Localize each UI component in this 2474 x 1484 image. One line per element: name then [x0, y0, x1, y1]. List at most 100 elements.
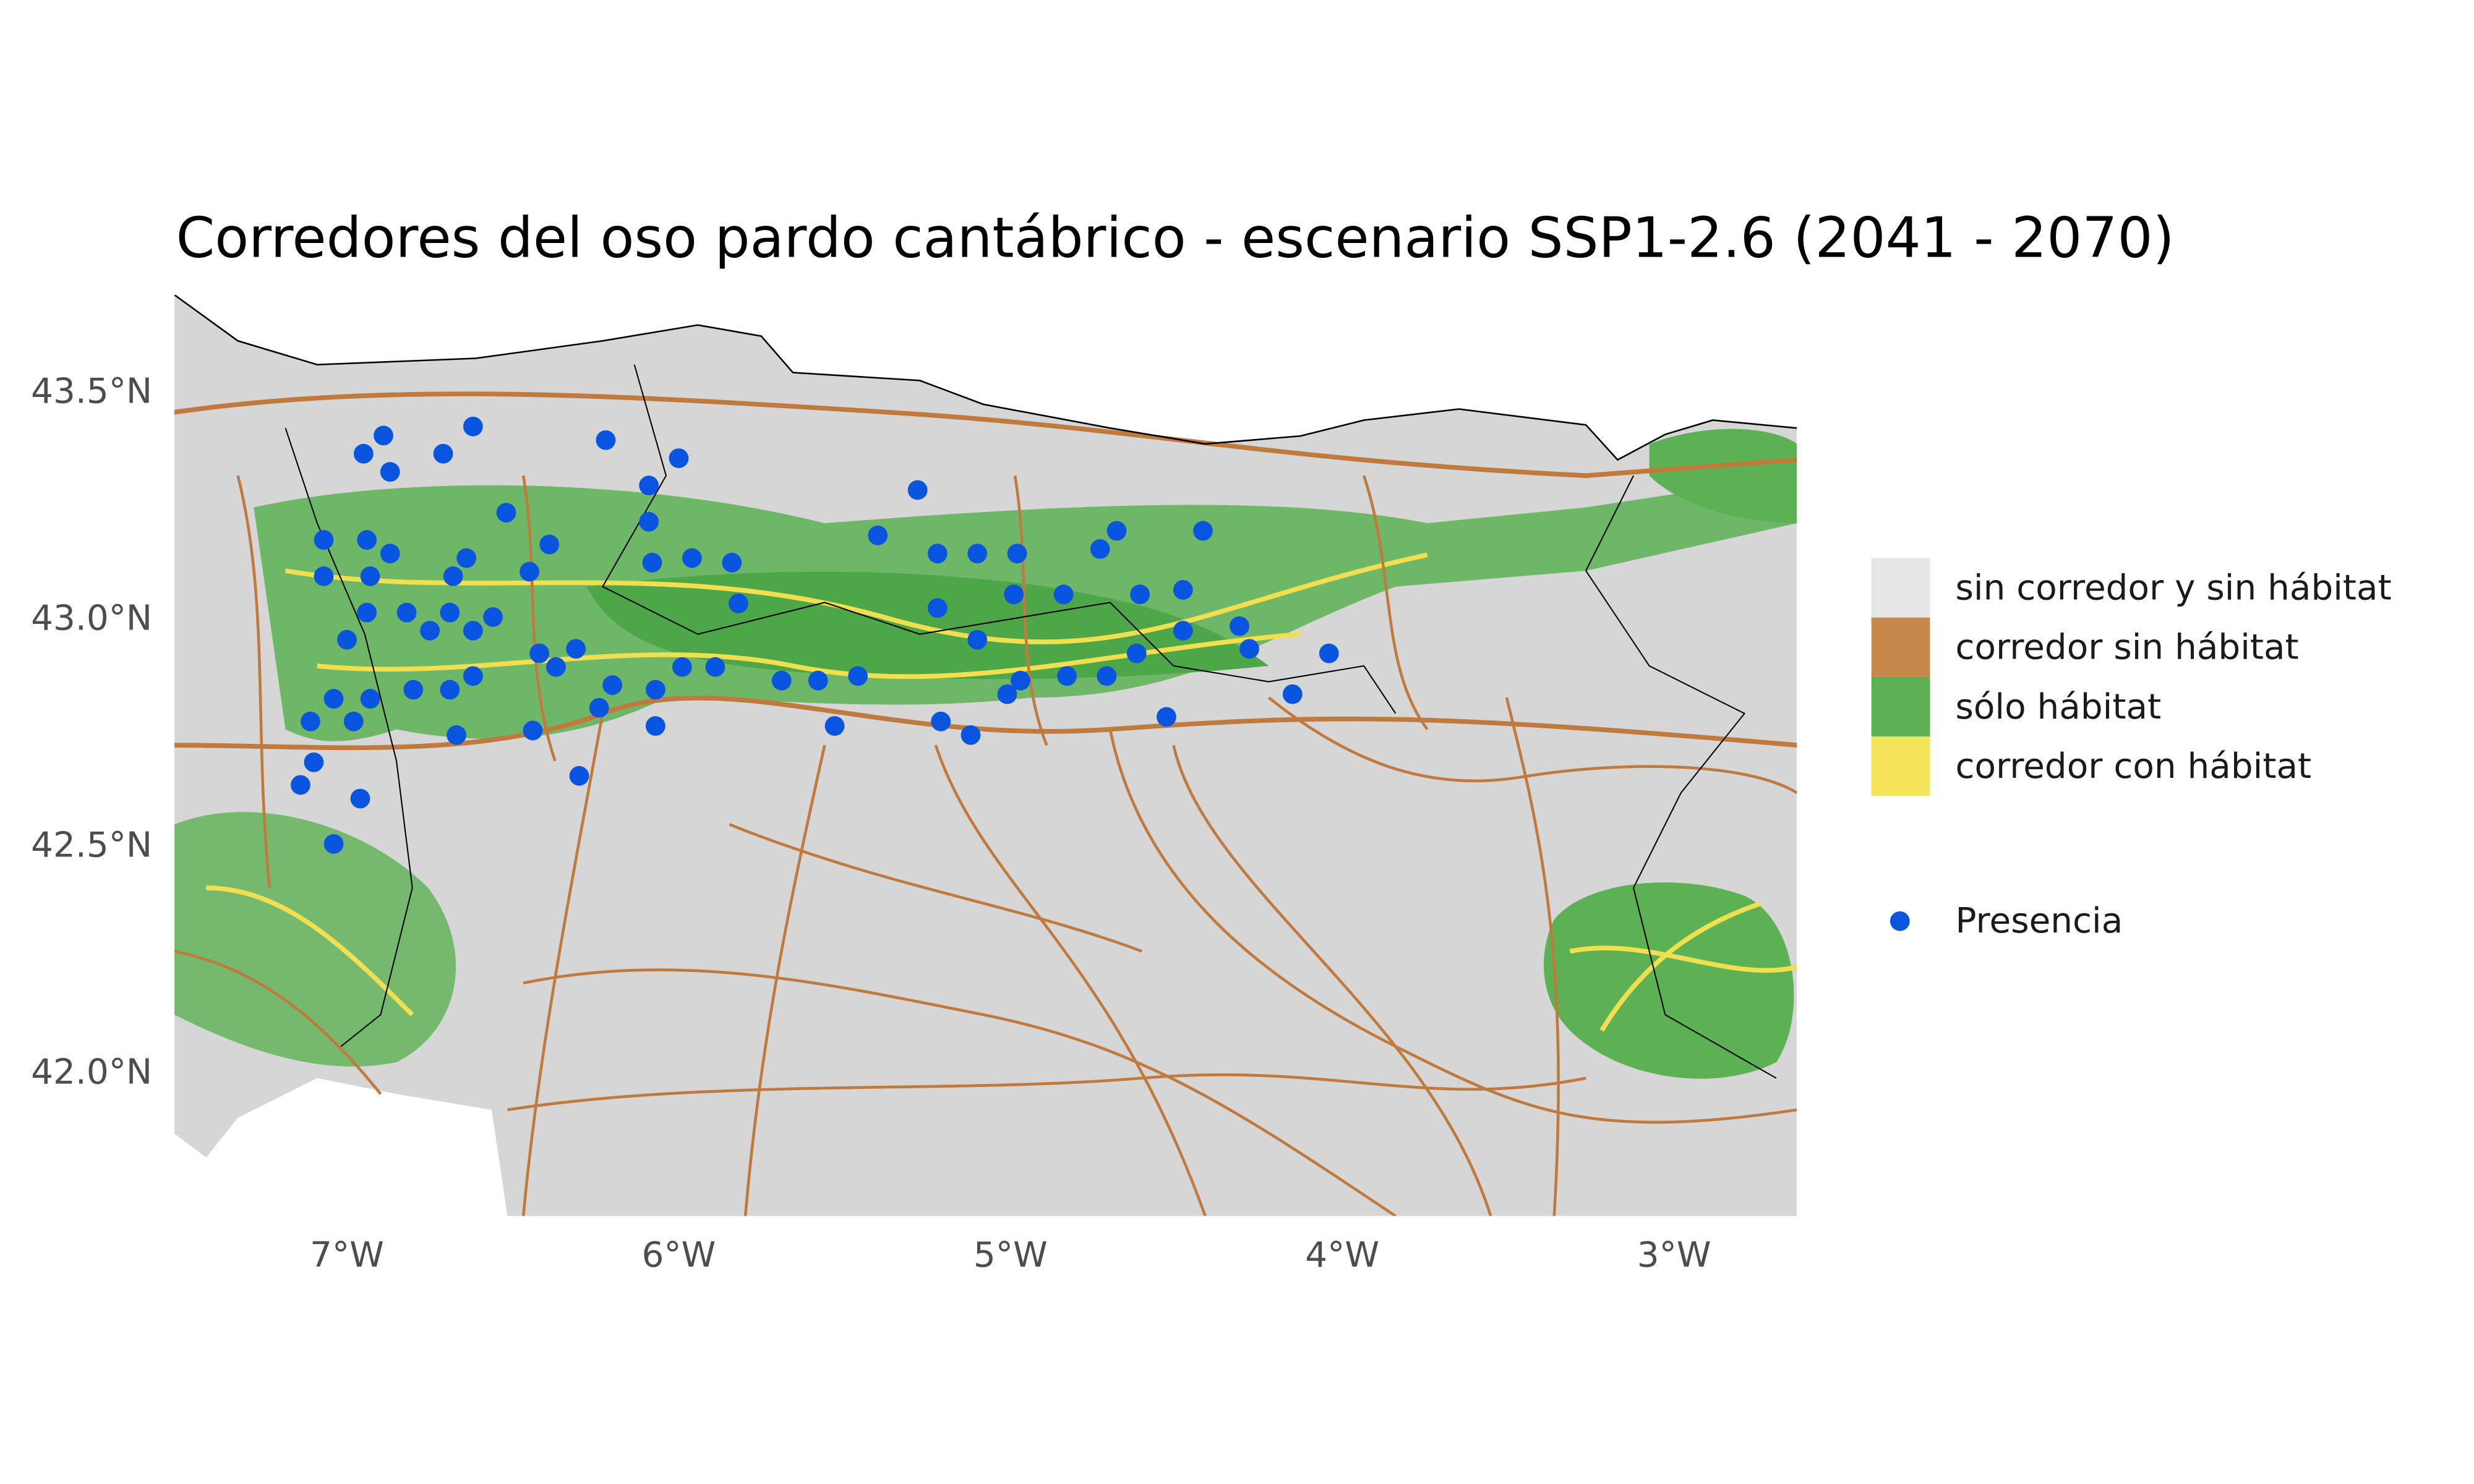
presence-point [1319, 643, 1339, 663]
presence-point [440, 602, 460, 623]
presence-point [539, 534, 560, 555]
y-tick-label: 42.0°N [31, 1052, 152, 1092]
presence-point [961, 725, 981, 745]
legend-swatch [1871, 676, 1930, 737]
presence-point [463, 416, 483, 437]
presence-point [669, 448, 689, 469]
presence-point [1097, 666, 1117, 686]
presence-point [927, 544, 948, 564]
presence-point [483, 607, 503, 627]
legend-label: sólo hábitat [1956, 687, 2162, 727]
presence-point [569, 765, 589, 786]
legend-label: Presencia [1956, 901, 2123, 941]
presence-point [1282, 684, 1303, 704]
points [290, 416, 1339, 854]
presence-point [1157, 707, 1176, 727]
presence-point [456, 548, 476, 568]
presence-point [1007, 544, 1027, 564]
presence-point [672, 657, 692, 677]
presence-point [374, 425, 393, 446]
presence-point [1193, 521, 1213, 541]
legend: sin corredor y sin hábitat corredor sin h… [1871, 558, 2392, 941]
raster-background [174, 294, 1797, 1216]
presence-point [824, 716, 845, 736]
legend-swatch [1871, 617, 1930, 677]
presence-point [645, 716, 666, 736]
presence-point [433, 443, 453, 464]
presence-point [705, 657, 726, 677]
presence-point [350, 788, 370, 809]
presence-point [722, 553, 742, 573]
y-tick-label: 42.5°N [31, 825, 152, 865]
presence-point [463, 621, 483, 641]
presence-point [808, 670, 828, 691]
x-tick-label: 6°W [641, 1235, 716, 1276]
presence-point [642, 553, 662, 573]
presence-point [771, 670, 792, 691]
presence-point [907, 480, 928, 500]
presence-point [323, 689, 344, 709]
x-tick-label: 7°W [310, 1235, 384, 1276]
presence-point [443, 566, 463, 586]
presence-point [357, 530, 377, 550]
presence-point [314, 566, 334, 586]
presence-point [1057, 666, 1077, 686]
presence-point [1090, 539, 1110, 559]
presence-point [496, 503, 516, 523]
presence-point [645, 680, 666, 700]
presence-point [301, 711, 320, 731]
presence-point [1106, 521, 1127, 541]
legend-swatch [1871, 558, 1930, 618]
presence-point [337, 629, 357, 650]
presence-point [602, 675, 623, 695]
presence-point [290, 775, 310, 795]
chart-title: Corredores del oso pardo cantábrico - es… [176, 206, 2175, 270]
y-tick-label: 43.5°N [31, 372, 152, 412]
presence-point [1053, 584, 1074, 605]
presence-point [403, 680, 424, 700]
presence-point [639, 475, 659, 496]
presence-point [360, 566, 380, 586]
x-tick-label: 3°W [1637, 1235, 1711, 1276]
plot: Corredores del oso pardo cantábrico - es… [31, 206, 2392, 1275]
presence-point [927, 598, 948, 618]
presence-point [596, 430, 616, 450]
presence-point [1239, 639, 1259, 659]
presence-point [463, 666, 483, 686]
x-tick-label: 4°W [1305, 1235, 1379, 1276]
presence-point [304, 752, 324, 772]
presence-point [360, 689, 380, 709]
presence-point [353, 443, 374, 464]
presence-point [1011, 670, 1030, 691]
presence-point [420, 621, 440, 641]
legend-marker [1890, 911, 1910, 931]
presence-point [967, 629, 988, 650]
legend-label: corredor con hábitat [1956, 746, 2312, 787]
presence-point [729, 594, 748, 613]
presence-point [1004, 584, 1024, 605]
presence-point [997, 684, 1017, 704]
x-tick-label: 5°W [974, 1235, 1048, 1276]
presence-point [357, 602, 377, 623]
presence-point [682, 548, 702, 568]
presence-point [967, 544, 988, 564]
presence-point [589, 697, 609, 718]
legend-label: corredor sin hábitat [1956, 628, 2299, 668]
presence-point [447, 725, 466, 745]
presence-point [380, 544, 400, 564]
presence-point [1230, 616, 1249, 636]
y-tick-label: 43.0°N [31, 598, 152, 638]
presence-point [314, 530, 334, 550]
presence-point [520, 561, 539, 582]
presence-point [343, 711, 364, 731]
presence-point [848, 666, 868, 686]
presence-point [396, 602, 417, 623]
presence-point [529, 643, 550, 663]
presence-point [1173, 580, 1193, 600]
presence-point [323, 834, 344, 854]
presence-point [380, 462, 400, 482]
presence-point [523, 720, 543, 741]
presence-point [931, 711, 951, 731]
